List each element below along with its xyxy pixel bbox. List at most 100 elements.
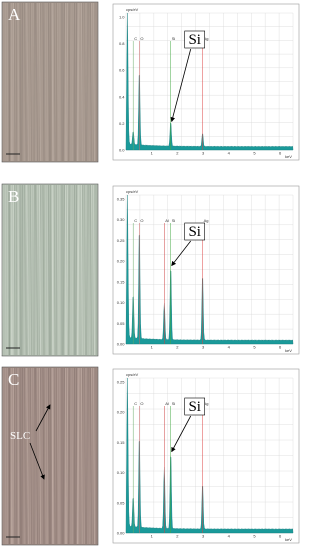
- panel-label: C: [8, 370, 19, 389]
- texture: [72, 184, 74, 356]
- x-tick-label: 2: [176, 151, 179, 156]
- peak-label: Al: [165, 218, 169, 223]
- texture: [95, 367, 97, 545]
- texture: [18, 184, 20, 356]
- texture: [19, 367, 22, 545]
- texture: [35, 2, 38, 162]
- y-tick-label: 0.00: [117, 531, 126, 536]
- texture: [12, 184, 14, 356]
- texture: [72, 2, 74, 162]
- x-tick-label: 5: [253, 345, 256, 350]
- panel-label: B: [8, 187, 19, 206]
- texture: [62, 367, 66, 545]
- texture: [1, 2, 4, 162]
- peak-label: Ag: [204, 218, 209, 223]
- callout-arrow: [171, 415, 192, 453]
- texture: [89, 2, 92, 162]
- x-tick-label: 4: [228, 534, 231, 539]
- peak-label: Al: [165, 401, 169, 406]
- y-axis-label: cps/eV: [126, 7, 139, 12]
- texture: [93, 2, 95, 162]
- texture: [30, 184, 32, 356]
- texture: [44, 184, 47, 356]
- texture: [8, 2, 11, 162]
- x-tick-label: 4: [228, 151, 231, 156]
- callout-arrow: [170, 48, 192, 123]
- texture: [15, 2, 18, 162]
- texture: [66, 184, 69, 356]
- image-annotation: SLC: [10, 430, 30, 442]
- panel-label: A: [8, 5, 21, 24]
- texture: [89, 184, 92, 356]
- y-axis-label: cps/eV: [126, 189, 139, 194]
- texture: [8, 184, 11, 356]
- texture: [24, 367, 27, 545]
- spectrum-frame: [112, 3, 300, 161]
- x-tick-label: 3: [202, 345, 205, 350]
- texture: [14, 184, 16, 356]
- texture: [86, 367, 88, 545]
- texture: [30, 367, 32, 545]
- texture: [66, 367, 69, 545]
- callout-box: [184, 397, 206, 416]
- texture: [44, 367, 47, 545]
- texture: [44, 2, 47, 162]
- texture: [5, 367, 7, 545]
- texture: [18, 2, 20, 162]
- texture: [5, 2, 7, 162]
- callout-box: [184, 30, 206, 49]
- y-tick-label: 0.15: [117, 440, 126, 445]
- spectrum-frame: [112, 185, 300, 355]
- texture: [53, 367, 56, 545]
- spectrum-trace: [125, 194, 294, 345]
- texture: [30, 2, 32, 162]
- texture: [14, 367, 16, 545]
- arrow: [29, 442, 45, 480]
- texture: [47, 184, 51, 356]
- x-axis-label: keV: [285, 154, 292, 159]
- texture: [93, 367, 95, 545]
- texture: [21, 184, 24, 356]
- texture: [95, 2, 97, 162]
- texture: [15, 184, 18, 356]
- texture: [86, 2, 88, 162]
- texture: [77, 367, 80, 545]
- spectrum-frame: [112, 368, 300, 544]
- y-tick-label: 0.25: [117, 238, 126, 243]
- texture: [80, 184, 83, 356]
- texture: [74, 2, 78, 162]
- texture: [7, 184, 8, 356]
- x-tick-label: 6: [279, 534, 282, 539]
- y-tick-label: 1.0: [119, 15, 125, 20]
- y-tick-label: 0.15: [117, 279, 126, 284]
- y-tick-label: 0.05: [117, 321, 126, 326]
- texture: [1, 367, 4, 545]
- texture: [38, 367, 42, 545]
- texture: [10, 184, 13, 356]
- texture: [24, 184, 27, 356]
- texture: [38, 2, 42, 162]
- texture: [33, 367, 36, 545]
- texture: [8, 367, 11, 545]
- x-tick-label: 2: [176, 345, 179, 350]
- texture: [12, 367, 14, 545]
- texture: [89, 367, 92, 545]
- x-tick-label: 1: [151, 151, 154, 156]
- texture: [57, 2, 59, 162]
- peak-label: Si: [172, 218, 176, 223]
- texture: [18, 367, 20, 545]
- texture: [10, 2, 13, 162]
- x-tick-label: 4: [228, 345, 231, 350]
- texture: [1, 184, 4, 356]
- peak-label: Ag: [204, 36, 209, 41]
- texture: [66, 2, 69, 162]
- texture: [57, 367, 59, 545]
- texture: [47, 367, 51, 545]
- texture: [84, 367, 86, 545]
- y-tick-label: 0.05: [117, 500, 126, 505]
- y-tick-label: 0.25: [117, 380, 126, 385]
- texture: [57, 184, 59, 356]
- peak-label: C: [134, 218, 137, 223]
- texture: [7, 367, 8, 545]
- texture: [47, 2, 51, 162]
